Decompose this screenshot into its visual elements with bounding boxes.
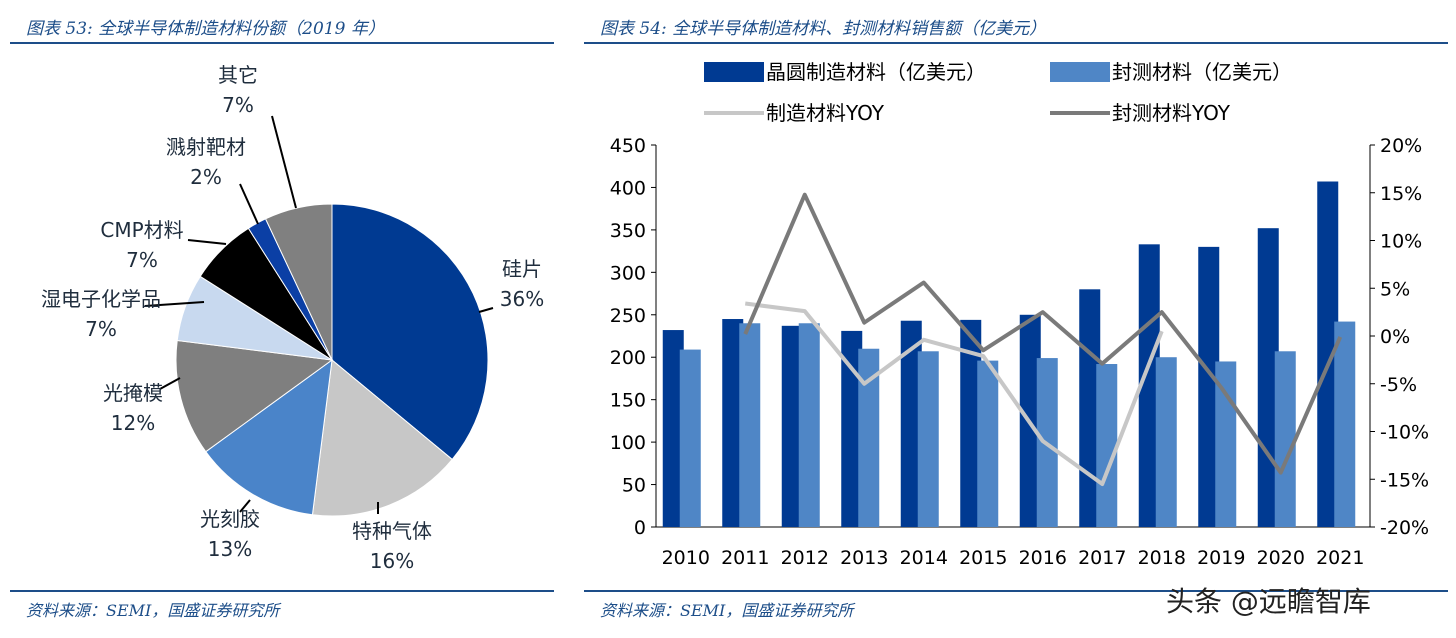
bar-packaging-2011 [739,323,761,527]
leader-line-3 [239,499,251,513]
bar-line-chart: 0 50 100 150 200 250 300 350 400 450 -20% -15% -10% -… [610,60,1429,569]
pie-slice-4 [175,339,334,453]
x-tick-label-2014: 2014 [900,547,948,569]
pie-slice-1 [331,203,489,461]
watermark-text: 头条 @远瞻智库 [1166,585,1371,618]
bar-packaging-2010 [679,349,701,527]
line-manufacturing-yoy-seg-1 [744,301,1164,487]
right-tick-label-0%: 0% [1380,326,1410,348]
right-tick-label--10%: -10% [1380,422,1429,444]
bar-wafer-2019 [1198,246,1220,527]
right-source-note: 资料来源：SEMI，国盛证券研究所 [600,601,854,620]
x-tick-label-2017: 2017 [1078,547,1126,569]
left-tick-label-250: 250 [610,305,646,327]
left-title-rule [10,42,554,44]
left-tick-label-0: 0 [634,517,646,539]
pie-label-name-8: 其它 [218,63,258,87]
left-tick-label-300: 300 [610,262,646,284]
x-tick-label-2019: 2019 [1197,547,1245,569]
pie-label-percent-3: 13% [208,537,252,561]
pie-label-percent-1: 36% [500,287,544,311]
bar-wafer-2010 [662,330,684,527]
x-tick-label-2013: 2013 [840,547,888,569]
legend-label-2: 封测材料（亿美元） [1112,60,1292,84]
x-tick-label-2012: 2012 [781,547,829,569]
bar-wafer-2018 [1138,244,1160,527]
x-tick-label-2011: 2011 [721,547,769,569]
leader-line-6 [187,239,227,245]
pie-label-name-2: 特种气体 [352,519,432,543]
bar-packaging-2015 [977,360,999,527]
legend-label-3: 制造材料YOY [766,101,885,125]
right-tick-label-20%: 20% [1380,135,1422,157]
bar-wafer-2014 [900,320,922,527]
x-tick-label-2015: 2015 [959,547,1007,569]
leader-line-4 [159,377,181,390]
right-tick-label-10%: 10% [1380,231,1422,253]
left-tick-label-50: 50 [622,475,646,497]
leader-line-8 [271,115,297,209]
left-tick-label-350: 350 [610,220,646,242]
right-chart-title: 图表 54: 全球半导体制造材料、封测材料销售额（亿美元） [600,19,1047,39]
pie-label-percent-8: 7% [222,93,254,117]
pie-slice-2 [311,359,453,517]
bar-wafer-2015 [960,319,982,527]
pie-label-percent-7: 2% [190,165,222,189]
x-tick-label-2020: 2020 [1257,547,1305,569]
pie-label-percent-6: 7% [126,248,158,272]
x-tick-label-2021: 2021 [1316,547,1364,569]
legend-swatch-1 [704,62,764,82]
left-source-rule [10,590,554,592]
bar-packaging-2020 [1274,351,1296,527]
leader-line-7 [239,183,259,225]
leader-line-5 [144,301,205,307]
bar-wafer-2020 [1257,228,1279,528]
legend-swatch-2 [1050,62,1110,82]
left-tick-label-450: 450 [610,135,646,157]
bar-wafer-2021 [1317,181,1339,527]
bar-packaging-2017 [1096,364,1118,527]
right-tick-label-15%: 15% [1380,183,1422,205]
bar-wafer-2012 [781,325,803,527]
right-tick-label-5%: 5% [1380,278,1410,300]
leader-line-1 [478,307,494,313]
pie-slice-3 [205,358,333,516]
left-source-note: 资料来源：SEMI，国盛证券研究所 [26,601,280,620]
right-tick-label--15%: -15% [1380,469,1429,491]
pie-label-percent-2: 16% [370,549,414,573]
right-tick-label--5%: -5% [1380,374,1417,396]
pie-label-percent-5: 7% [85,317,117,341]
pie-slice-8 [264,203,333,361]
left-chart-title: 图表 53: 全球半导体制造材料份额（2019 年） [26,19,385,39]
bar-packaging-2021 [1334,321,1356,527]
bar-packaging-2013 [858,348,880,527]
bar-packaging-2018 [1155,357,1177,527]
pie-label-name-3: 光刻胶 [200,507,260,531]
pie-label-name-6: CMP材料 [100,218,183,242]
bar-packaging-2014 [917,351,939,527]
left-tick-label-400: 400 [610,177,646,199]
pie-label-name-5: 湿电子化学品 [41,287,161,311]
right-title-rule [584,42,1448,44]
x-tick-label-2010: 2010 [662,547,710,569]
bar-packaging-2012 [798,323,820,527]
pie-label-name-4: 光掩模 [103,381,163,405]
right-source-rule [584,590,1448,592]
bar-wafer-2011 [722,319,744,527]
left-tick-label-100: 100 [610,432,646,454]
legend-label-1: 晶圆制造材料（亿美元） [766,60,986,84]
left-tick-label-200: 200 [610,347,646,369]
left-tick-label-150: 150 [610,390,646,412]
bar-wafer-2013 [841,330,863,527]
legend-label-4: 封测材料YOY [1112,101,1231,125]
pie-label-name-1: 硅片 [502,257,542,281]
x-tick-label-2018: 2018 [1138,547,1186,569]
right-tick-label--20%: -20% [1380,517,1429,539]
pie-chart: 硅片 36% 特种气体 16% 光刻胶 13% 光掩模 12% 湿电子化学品 7% CMP材料 7% 溅… [41,63,544,573]
pie-label-percent-4: 12% [111,411,155,435]
x-tick-label-2016: 2016 [1019,547,1067,569]
pie-label-name-7: 溅射靶材 [166,135,246,159]
